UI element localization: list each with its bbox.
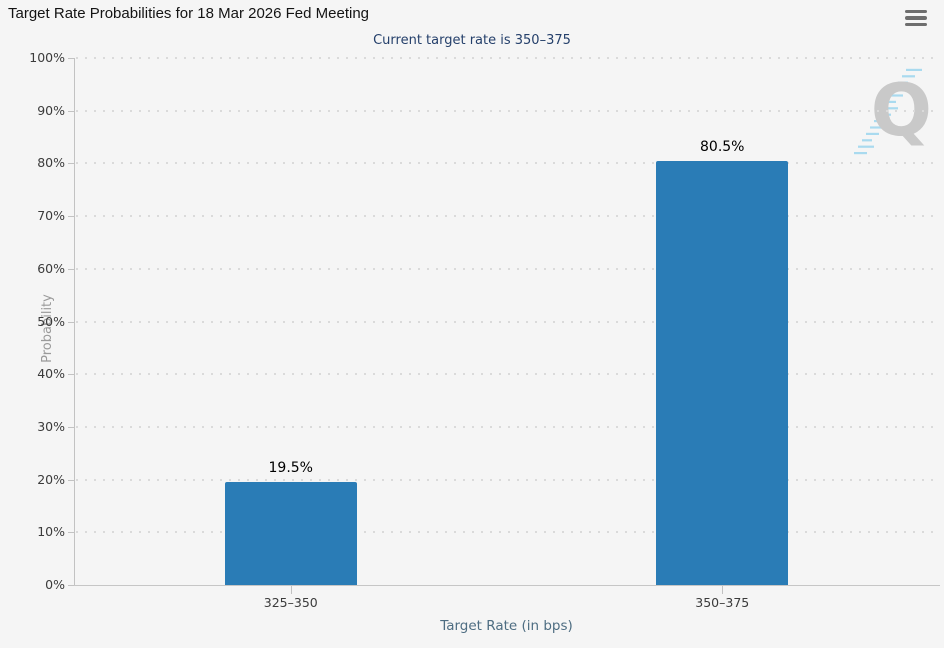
gridline [76,531,937,534]
y-tick-label: 70% [37,208,65,224]
gridline [76,267,937,270]
probability-bar-325–350[interactable] [224,482,357,585]
y-axis-line [74,58,75,586]
y-tick-mark [68,532,74,534]
y-tick-label: 40% [37,366,65,382]
bar-value-label: 19.5% [268,460,313,477]
y-tick-mark [68,268,74,270]
gridline [76,215,937,218]
y-tick-mark [68,58,74,59]
y-tick-mark [68,426,74,428]
x-axis-title: Target Rate (in bps) [440,618,573,634]
y-tick-mark [68,321,74,323]
y-tick-label: 80% [37,155,65,171]
y-tick-label: 60% [37,260,65,276]
menu-bar [905,22,927,27]
gridline [76,425,937,428]
y-tick-mark [68,479,74,481]
y-tick-mark [68,374,74,376]
chart-subtitle: Current target rate is 350–375 [373,33,571,48]
menu-bar [905,16,927,20]
probability-bar-350–375[interactable] [656,160,789,585]
gridline [76,162,937,165]
y-tick-label: 100% [29,50,65,65]
bar-value-label: 80.5% [700,138,745,155]
y-tick-label: 20% [37,471,65,487]
x-category-label: 350–375 [695,595,750,610]
y-tick-mark [68,110,74,112]
plot-area: Probability Target Rate (in bps) 0% 10% 20… [29,50,940,634]
x-tick-mark [722,586,724,594]
y-tick-mark [68,216,74,218]
gridline [76,478,937,481]
y-tick-label: 10% [37,524,65,540]
x-tick-mark [290,586,292,594]
hamburger-menu-icon[interactable] [903,6,931,30]
page-title: Target Rate Probabilities for 18 Mar 202… [8,5,370,22]
gridline [76,373,937,376]
y-tick-mark [68,163,74,165]
x-category-label: 325–350 [263,595,318,610]
gridline [76,57,937,59]
y-tick-label: 0% [45,577,65,592]
gridline [76,109,937,112]
menu-bar [905,9,927,14]
x-axis-line [74,585,940,586]
y-tick-mark [68,585,74,586]
y-tick-label: 90% [37,102,65,118]
y-tick-label: 50% [37,313,65,329]
gridline [76,320,937,323]
y-tick-label: 30% [37,418,65,434]
